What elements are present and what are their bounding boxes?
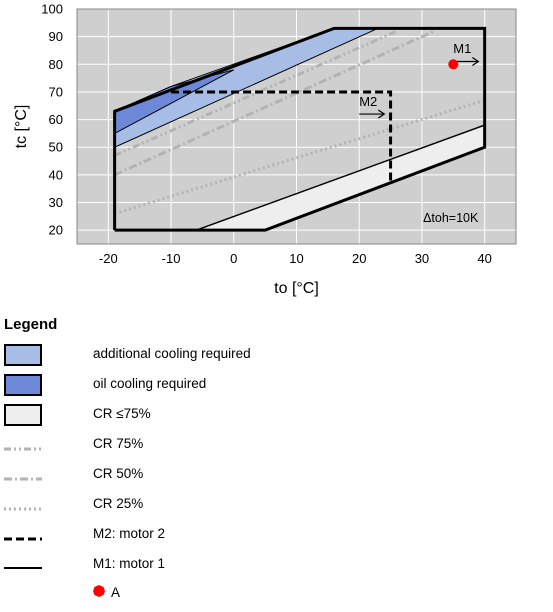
y-tick-label: 90 [49,29,63,44]
x-tick-label: -20 [99,251,118,266]
y-tick-label: 100 [41,2,63,17]
y-tick-label: 60 [49,112,63,127]
swatch-m1 [4,567,42,569]
x-axis-label: to [°C] [274,280,319,297]
legend-label: CR 75% [93,436,144,451]
x-tick-label: 40 [477,251,491,266]
swatch-additional-cooling [4,344,42,366]
y-tick-label: 30 [49,195,63,210]
point-a [448,59,459,70]
point-a-marker [93,585,105,597]
line-cr-75 [114,29,398,157]
legend-title: Legend [4,316,58,333]
y-tick-label: 70 [49,84,63,99]
arrow-head-m1 [472,57,480,67]
legend-item-additional-cooling: additional cooling required [0,344,553,374]
legend-label: CR 50% [93,466,144,481]
x-tick-label: 0 [230,251,237,266]
legend-item-cr-25: CR 25% [0,494,553,524]
swatch-oil-cooling [4,374,42,396]
swatch-m2 [4,537,42,541]
operating-envelope-chart: -20 -10 0 10 20 30 40 20 30 40 50 60 70 80 90 100 M1 M2 Δt… [13,2,517,297]
legend-label: M2: motor 2 [93,526,166,541]
swatch-cr-25 [4,507,42,511]
y-tick-label: 40 [49,167,63,182]
x-tick-label: -10 [162,251,181,266]
x-tick-label: 30 [415,251,429,266]
legend-item-cr-le-75: CR ≤75% [0,404,553,434]
swatch-cr-75 [4,447,42,451]
arrow-label-m1: M1 [453,41,471,56]
legend-item-oil-cooling: oil cooling required [0,374,553,404]
delta-toh-annotation: Δtoh=10K [423,211,479,225]
swatch-cr-50 [4,477,42,481]
legend-item-m1: M1: motor 1 [0,554,553,584]
legend-item-point-a: A [0,582,553,612]
legend-label: additional cooling required [93,346,251,361]
x-tick-label: 20 [352,251,366,266]
legend-label: oil cooling required [93,376,207,391]
legend-label: M1: motor 1 [93,556,166,571]
swatch-cr-le-75 [4,404,42,426]
legend-item-cr-75: CR 75% [0,434,553,464]
legend-item-cr-50: CR 50% [0,464,553,494]
line-m1-motor-1 [113,26,487,232]
line-m2-motor-2 [171,90,393,184]
y-axis-label: tc [°C] [13,105,30,149]
legend-label: A [111,585,121,600]
legend-label: CR 25% [93,496,144,511]
legend-label: CR ≤75% [93,406,151,421]
legend-item-m2: M2: motor 2 [0,524,553,554]
y-tick-label: 80 [49,57,63,72]
y-tick-label: 50 [49,140,63,155]
y-tick-label: 20 [49,223,63,238]
plot-frame [76,8,517,245]
arrow-head-m2 [377,109,386,119]
arrow-label-m2: M2 [359,94,377,109]
line-cr-50 [114,29,436,177]
x-tick-label: 10 [289,251,303,266]
